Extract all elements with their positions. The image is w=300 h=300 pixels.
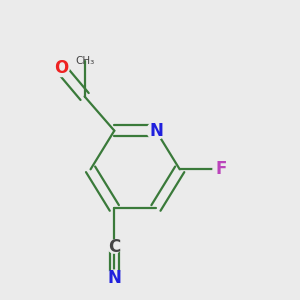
- Circle shape: [147, 122, 165, 140]
- Text: C: C: [108, 238, 121, 256]
- Circle shape: [106, 270, 123, 287]
- Text: CH₃: CH₃: [75, 56, 94, 66]
- Text: N: N: [107, 269, 121, 287]
- Text: N: N: [149, 122, 163, 140]
- Text: O: O: [54, 59, 68, 77]
- Text: F: F: [216, 160, 227, 178]
- Circle shape: [52, 60, 69, 76]
- Circle shape: [213, 161, 230, 178]
- Circle shape: [108, 240, 121, 253]
